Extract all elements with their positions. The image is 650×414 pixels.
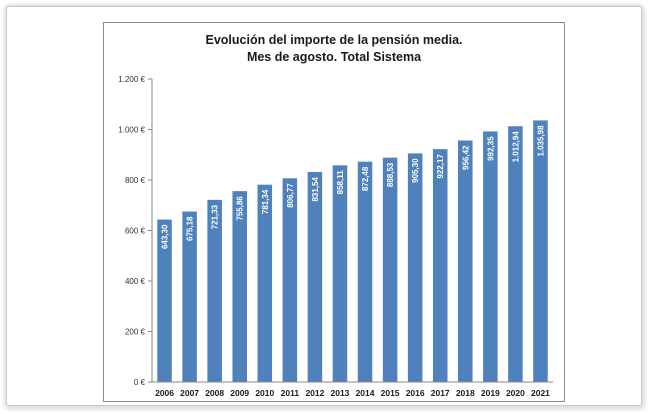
bar-data-label: 755,86 [236,196,245,221]
bar-data-label: 781,34 [261,189,270,214]
x-tick-label: 2013 [331,388,350,398]
chart-title-line-2: Mes de agosto. Total Sistema [247,50,422,64]
bar-data-label: 806,77 [286,183,295,208]
bar-data-label: 956,42 [461,145,470,170]
bar-data-label: 1.012,94 [511,131,520,163]
x-tick-label: 2009 [230,388,249,398]
bar [508,126,523,382]
x-axis: 2006 2007 2008 2009 2010 2011 2012 2013 2014 2015… [152,381,553,398]
y-tick-label: 0 € [134,378,146,387]
bar-chart: Evolución del importe de la pensión medi… [118,33,553,398]
x-tick-label: 2014 [356,388,375,398]
screenshot-frame: Evolución del importe de la pensión medi… [6,6,642,406]
bar-data-label: 992,35 [486,136,495,161]
x-tick-label: 2015 [381,388,400,398]
bar-data-label: 872,48 [361,166,370,191]
bar [282,178,298,382]
x-tick-label: 2012 [305,388,324,398]
bar [157,219,172,382]
bar [207,199,222,382]
x-tick-label: 2006 [155,388,174,398]
bar [257,184,273,382]
x-tick-label: 2018 [456,388,475,398]
bar [307,172,323,382]
y-tick-label: 800 € [125,176,146,185]
bar [382,157,398,382]
bar-data-label: 888,53 [386,162,395,187]
bar-data-label: 922,17 [436,154,445,179]
bar-data-label: 831,54 [311,176,320,201]
bar-data-label: 858,11 [336,170,345,195]
y-axis: 0 € 200 € 400 € 600 € 800 € 1.000 € 1.200 € [118,75,153,387]
bar [458,140,473,382]
bar [407,153,423,382]
x-tick-label: 2017 [431,388,450,398]
bar-data-label: 905,30 [411,158,420,183]
bar-data-label: 1.035,98 [536,125,545,157]
y-tick-label: 1.200 € [118,75,145,84]
bar-data-label: 643,30 [161,224,170,249]
x-tick-label: 2011 [281,388,300,398]
bars: 643,30 675,18 721,33 755,86 781,34 806,77 831,… [157,120,548,383]
bar [332,165,348,382]
y-tick-label: 600 € [125,227,146,236]
bar [182,211,197,382]
x-tick-label: 2007 [180,388,199,398]
bar [483,131,498,382]
bar [232,191,247,382]
bar [357,161,373,382]
x-tick-label: 2008 [205,388,224,398]
x-tick-label: 2019 [481,388,500,398]
y-tick-label: 400 € [125,277,146,286]
chart-container: Evolución del importe de la pensión medi… [103,22,565,402]
x-tick-label: 2021 [531,388,550,398]
y-tick-label: 200 € [125,328,146,337]
bar [533,120,548,383]
x-tick-label: 2010 [255,388,274,398]
bar-data-label: 675,18 [186,216,195,241]
bar-data-label: 721,33 [211,204,220,229]
bar [432,149,448,382]
x-tick-label: 2020 [506,388,525,398]
chart-title-line-1: Evolución del importe de la pensión medi… [206,33,463,47]
x-tick-label: 2016 [406,388,425,398]
y-tick-label: 1.000 € [118,126,145,135]
